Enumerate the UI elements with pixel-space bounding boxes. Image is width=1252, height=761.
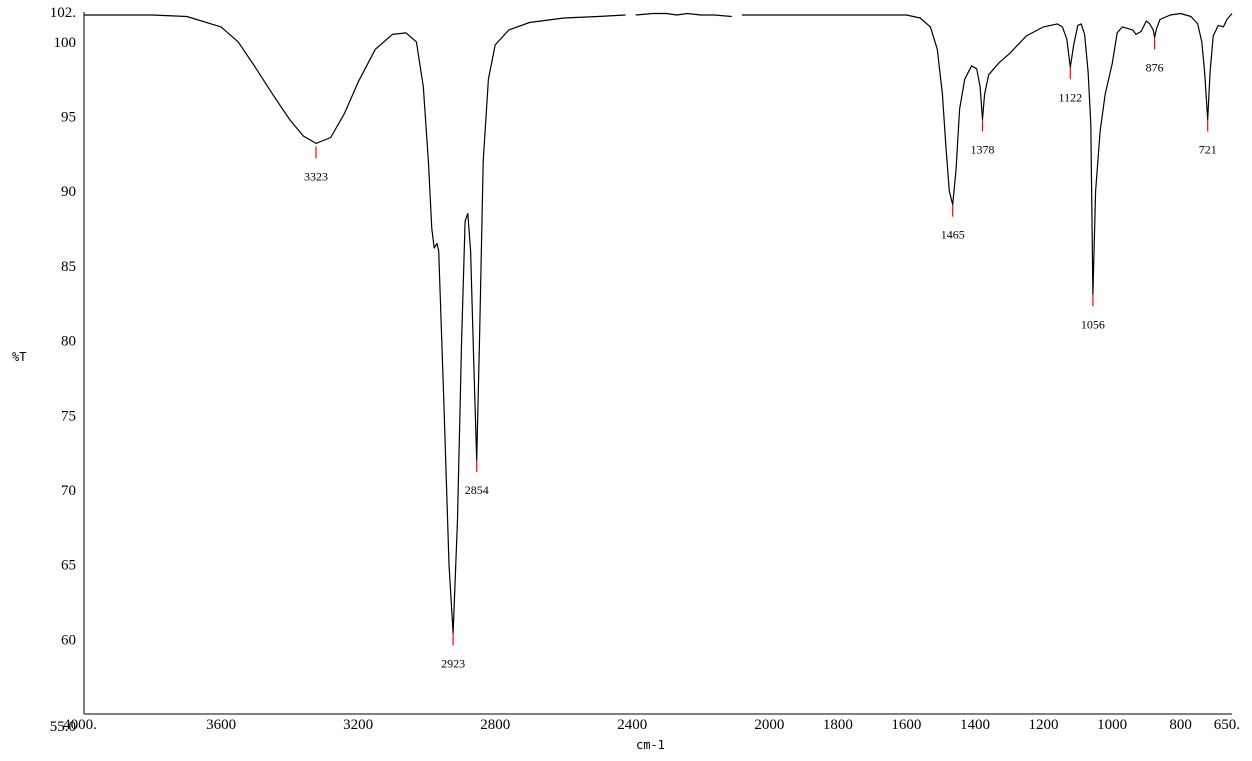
x-tick-label: 1600	[891, 717, 921, 733]
peak-label: 721	[1199, 143, 1217, 157]
x-tick-label: 2800	[480, 717, 510, 733]
spectrum-line-segment	[742, 12, 1233, 295]
x-tick-labels: 4000. 3600 3200 2800 2400 2000 1800 1600 1400 120…	[63, 717, 1240, 733]
peak-label: 1465	[941, 228, 965, 242]
peak-label: 876	[1146, 60, 1164, 74]
peak-label: 1056	[1081, 317, 1105, 331]
peak-label: 1122	[1059, 90, 1083, 104]
x-tick-label: 4000.	[63, 717, 97, 733]
y-tick-label: 75	[61, 408, 76, 424]
peak-label: 3323	[304, 169, 328, 183]
y-axis-title: %T	[12, 350, 26, 364]
spectrum-line-segment	[635, 12, 732, 18]
y-tick-label: 80	[61, 334, 76, 350]
peak-label: 2923	[441, 656, 465, 670]
x-tick-label: 1400	[960, 717, 990, 733]
x-tick-label: 3200	[343, 717, 373, 733]
y-tick-label: 55.0	[50, 719, 76, 735]
y-tick-label: 100	[54, 35, 77, 51]
y-tick-label: 95	[61, 110, 76, 126]
spectrum-line-segment	[84, 14, 626, 634]
peak-label: 1378	[971, 143, 995, 157]
y-tick-labels: 55.0 60 65 70 75 80 85 90 95 100 102.	[50, 5, 76, 735]
y-tick-label: 70	[61, 483, 76, 499]
y-tick-label: 102.	[50, 5, 76, 21]
x-tick-label: 650.	[1214, 717, 1240, 733]
spectrum-series	[84, 12, 1233, 634]
x-tick-label: 1200	[1029, 717, 1059, 733]
y-tick-label: 90	[61, 184, 76, 200]
x-tick-label: 1000	[1097, 717, 1127, 733]
x-tick-label: 2000	[754, 717, 784, 733]
peak-label: 2854	[465, 483, 489, 497]
x-axis-title: cm-1	[636, 738, 665, 752]
x-tick-label: 1800	[823, 717, 853, 733]
x-tick-label: 2400	[617, 717, 647, 733]
peak-annotations: 3323 2923 2854 1465 1378 1122 1056 876 721	[304, 37, 1217, 670]
y-tick-label: 65	[61, 558, 76, 574]
x-tick-label: 800	[1169, 717, 1192, 733]
y-tick-label: 85	[61, 259, 76, 275]
y-tick-label: 60	[61, 632, 76, 648]
x-tick-label: 3600	[206, 717, 236, 733]
